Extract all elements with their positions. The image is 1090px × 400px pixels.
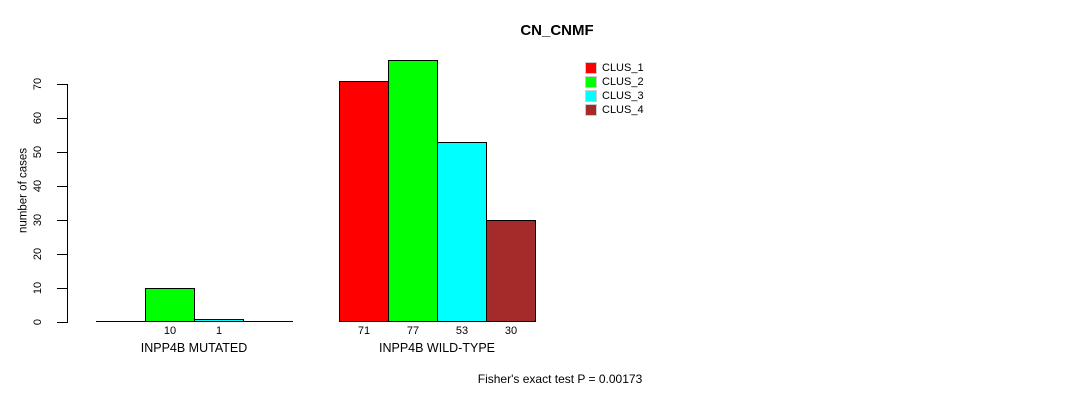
y-tick-label: 40 (32, 179, 44, 193)
y-tick (57, 118, 67, 119)
bar-value-label: 77 (406, 325, 420, 337)
bar-clus_3-1 (194, 319, 244, 322)
y-tick (57, 322, 67, 323)
legend-item: CLUS_3 (585, 90, 644, 102)
y-tick-label: 70 (32, 77, 44, 91)
y-tick (57, 84, 67, 85)
legend-label: CLUS_2 (602, 76, 644, 88)
y-tick-label: 50 (32, 145, 44, 159)
bar-clus_4-2 (486, 220, 536, 322)
legend-item: CLUS_2 (585, 76, 644, 88)
legend-swatch-icon (585, 62, 597, 74)
y-tick-label: 20 (32, 247, 44, 261)
bar-clus_2-2 (388, 60, 438, 322)
bar-value-label: 1 (215, 325, 223, 337)
legend-swatch-icon (585, 104, 597, 116)
legend-item: CLUS_1 (585, 62, 644, 74)
zero-bar-baseline (243, 321, 293, 322)
group-label: INPP4B MUTATED (140, 341, 248, 355)
y-tick (57, 152, 67, 153)
fisher-test-annotation: Fisher's exact test P = 0.00173 (477, 372, 643, 386)
legend-label: CLUS_3 (602, 90, 644, 102)
bar-value-label: 53 (455, 325, 469, 337)
legend: CLUS_1 CLUS_2 CLUS_3 CLUS_4 (585, 62, 644, 118)
bar-value-label: 71 (357, 325, 371, 337)
zero-bar-baseline (96, 321, 146, 322)
bar-value-label: 30 (504, 325, 518, 337)
y-tick (57, 186, 67, 187)
y-tick (57, 220, 67, 221)
y-tick-label: 60 (32, 111, 44, 125)
legend-label: CLUS_1 (602, 62, 644, 74)
y-tick (57, 254, 67, 255)
group-label: INPP4B WILD-TYPE (379, 341, 495, 355)
bar-clus_3-2 (437, 142, 487, 322)
chart-title: CN_CNMF (520, 22, 594, 39)
legend-item: CLUS_4 (585, 104, 644, 116)
bar-clus_1-2 (339, 81, 389, 322)
y-tick-label: 10 (32, 281, 44, 295)
legend-label: CLUS_4 (602, 104, 644, 116)
y-tick-label: 0 (32, 318, 44, 326)
legend-swatch-icon (585, 90, 597, 102)
legend-swatch-icon (585, 76, 597, 88)
y-axis-line (67, 84, 68, 323)
y-tick (57, 288, 67, 289)
y-tick-label: 30 (32, 213, 44, 227)
y-axis-label: number of cases (17, 148, 30, 234)
bar-clus_2-1 (145, 288, 195, 322)
bar-value-label: 10 (163, 325, 177, 337)
